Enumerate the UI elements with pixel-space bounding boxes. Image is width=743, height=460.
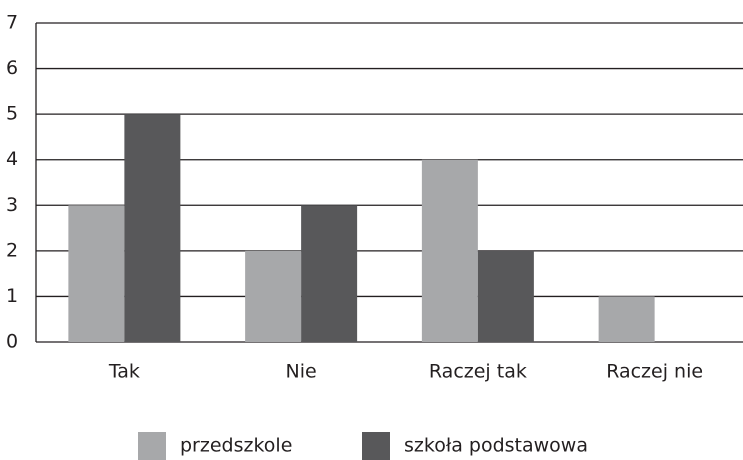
bar bbox=[301, 205, 358, 342]
legend-label: przedszkole bbox=[180, 435, 292, 457]
legend-swatch bbox=[362, 432, 390, 460]
bar bbox=[598, 296, 655, 342]
x-tick-label: Raczej tak bbox=[429, 361, 527, 383]
bar bbox=[68, 205, 125, 342]
y-tick-label: 3 bbox=[6, 194, 18, 216]
y-tick-label: 4 bbox=[6, 148, 18, 170]
bar bbox=[124, 114, 181, 343]
y-tick-label: 2 bbox=[6, 239, 18, 261]
y-tick-label: 1 bbox=[6, 285, 18, 307]
legend-swatch bbox=[138, 432, 166, 460]
y-tick-label: 6 bbox=[6, 57, 18, 79]
x-tick-label: Raczej nie bbox=[606, 361, 703, 383]
y-tick-label: 5 bbox=[6, 103, 18, 125]
bar bbox=[421, 159, 478, 342]
x-tick-label: Tak bbox=[108, 361, 140, 383]
bar bbox=[477, 250, 534, 342]
x-tick-label: Nie bbox=[286, 361, 317, 383]
legend-label: szkoła podstawowa bbox=[404, 435, 588, 457]
y-tick-label: 7 bbox=[6, 12, 18, 34]
y-tick-label: 0 bbox=[6, 331, 18, 353]
bar bbox=[245, 250, 302, 342]
